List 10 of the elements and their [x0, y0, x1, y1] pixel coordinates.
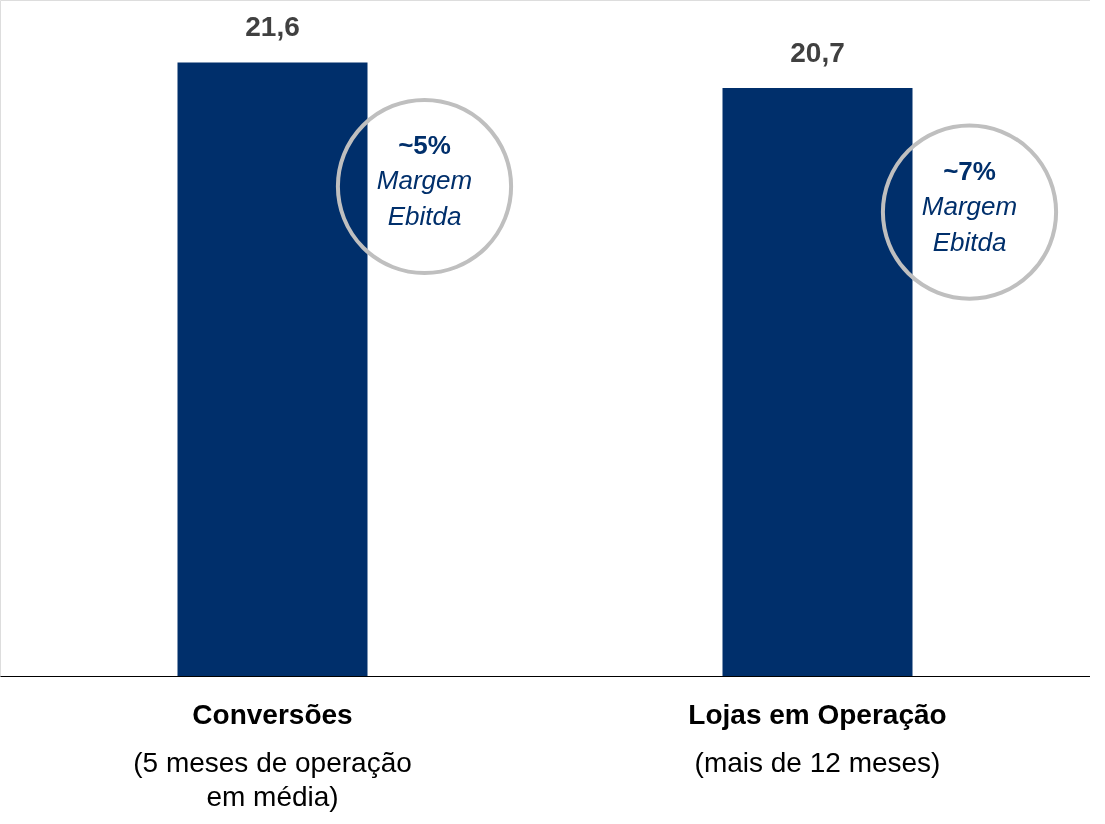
annotation: Margem Ebitda: [376, 165, 473, 232]
x-tick-label: Lojas em Operação: [688, 699, 947, 730]
annotation: (5 meses de operação em média): [133, 747, 412, 812]
data-label: 20,7: [790, 37, 845, 69]
annotation: (mais de 12 meses): [694, 747, 941, 778]
annotation: Margem Ebitda: [921, 191, 1018, 258]
annotation: ~7%: [943, 156, 996, 187]
data-label: 21,6: [245, 11, 300, 43]
annotation: ~5%: [398, 130, 451, 161]
x-tick-label: Conversões: [192, 699, 353, 730]
